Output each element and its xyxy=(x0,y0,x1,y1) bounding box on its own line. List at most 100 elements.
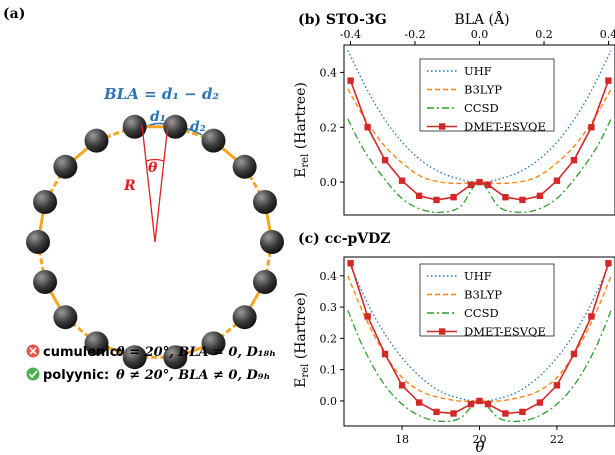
plot-area xyxy=(347,50,612,214)
y-tick-label: 0.0 xyxy=(320,176,338,189)
polyynic-icon xyxy=(26,367,40,381)
series-marker-dmet-esvqe xyxy=(588,313,595,320)
y-tick-label: 0.4 xyxy=(320,66,338,79)
series-marker-dmet-esvqe xyxy=(519,196,526,204)
ring-bond xyxy=(243,166,267,203)
panel-c-ylabel: Erel (Hartree) xyxy=(293,292,311,388)
series-marker-dmet-esvqe xyxy=(605,77,612,84)
series-marker-dmet-esvqe xyxy=(433,408,440,416)
legend-marker-dmet-esvqe xyxy=(439,328,446,335)
carbon-atom xyxy=(26,230,50,254)
ring-bond xyxy=(36,241,47,283)
legend-box xyxy=(419,263,555,337)
polyynic-tag: polyynic: xyxy=(43,368,109,383)
x-tick-label: 22 xyxy=(550,433,564,446)
carbon-atom xyxy=(84,331,109,356)
carbon-atom xyxy=(53,154,78,179)
panel-b-title: (b) STO-3G xyxy=(298,12,387,28)
radius-line-1 xyxy=(154,123,169,243)
cumulenic-tag: cumulenic: xyxy=(43,345,123,360)
series-marker-dmet-esvqe xyxy=(398,177,406,184)
carbon-atom xyxy=(84,128,109,153)
panel-c-ccpvdz: (c) cc-pVDZ 0.0 0.1 0.2 0.3 0.4 18 20 22 UHF B3… xyxy=(293,231,615,455)
cumulenic-condition: θ = 20°, BLA = 0, D₁₈ₕ xyxy=(116,345,276,360)
d1-label: d₁ xyxy=(150,109,166,125)
top-tick-label: 0.4 xyxy=(600,28,615,41)
legend-label-uhf: UHF xyxy=(464,64,492,78)
carbon-atom xyxy=(201,331,226,356)
carbon-atom xyxy=(53,305,78,330)
panel-b-top-ticks: -0.4 -0.2 0.0 0.2 0.4 xyxy=(340,28,615,45)
panel-c-y-ticks: 0.0 0.1 0.2 0.3 0.4 xyxy=(320,270,344,408)
theta-label: θ xyxy=(148,160,158,176)
legend-label-uhf: UHF xyxy=(464,269,492,283)
series-marker-dmet-esvqe xyxy=(588,124,595,131)
ring-bond xyxy=(174,125,215,143)
series-marker-dmet-esvqe xyxy=(364,313,371,320)
carbon-atom xyxy=(232,154,257,179)
legend-label-dmet-esvqe: DMET-ESVQE xyxy=(464,325,546,339)
legend-box xyxy=(419,58,555,132)
x-tick-label: 20 xyxy=(473,433,487,446)
carbon-atom xyxy=(122,114,147,139)
series-marker-dmet-esvqe xyxy=(450,410,457,417)
carbon-atom xyxy=(33,270,58,295)
panel-c-xlabel: θ xyxy=(475,438,484,455)
series-marker-dmet-esvqe xyxy=(519,408,526,416)
ring-atoms xyxy=(26,114,284,370)
polyynic-condition: θ ≠ 20°, BLA ≠ 0, D₉ₕ xyxy=(116,368,270,383)
series-marker-dmet-esvqe xyxy=(536,192,544,200)
legend-label-ccsd: CCSD xyxy=(464,101,499,115)
series-marker-dmet-esvqe xyxy=(502,410,509,417)
d2-label: d₂ xyxy=(190,119,206,135)
legend-marker-dmet-esvqe xyxy=(439,123,446,130)
carbon-atom xyxy=(122,345,147,370)
top-tick-label: -0.2 xyxy=(404,28,425,41)
series-marker-dmet-esvqe xyxy=(467,181,475,189)
carbon-atom xyxy=(163,114,188,139)
bla-formula: BLA = d₁ − d₂ xyxy=(103,85,219,103)
series-marker-dmet-esvqe xyxy=(484,400,492,408)
ring-bond xyxy=(212,316,246,345)
series-marker-dmet-esvqe xyxy=(536,399,544,406)
series-marker-dmet-esvqe xyxy=(476,178,483,186)
ring-bond xyxy=(64,316,98,345)
top-tick-label: 0.0 xyxy=(471,28,489,41)
carbon-atom xyxy=(232,305,257,330)
panel-b-frame xyxy=(343,44,615,216)
series-marker-dmet-esvqe xyxy=(553,382,561,389)
series-marker-dmet-esvqe xyxy=(433,196,440,204)
legend-label-b3lyp: B3LYP xyxy=(464,83,502,97)
top-tick-label: 0.2 xyxy=(535,28,553,41)
legend-label-b3lyp: B3LYP xyxy=(464,288,502,302)
ring-bond xyxy=(263,241,274,283)
panel-b-top-axis-label: BLA (Å) xyxy=(454,10,509,28)
series-marker-dmet-esvqe xyxy=(570,156,578,164)
y-tick-label: 0.0 xyxy=(320,395,338,408)
series-marker-dmet-esvqe xyxy=(347,77,354,84)
radius-line-2 xyxy=(141,124,156,243)
top-tick-label: -0.4 xyxy=(340,28,361,41)
panel-c-x-ticks: 18 20 22 xyxy=(395,426,564,446)
legend-label-dmet-esvqe: DMET-ESVQE xyxy=(464,120,546,134)
panel-b-series xyxy=(347,50,612,214)
series-marker-dmet-esvqe xyxy=(605,260,612,267)
series-marker-dmet-esvqe xyxy=(381,156,389,164)
carbon-atom xyxy=(33,189,58,214)
series-marker-dmet-esvqe xyxy=(502,193,509,201)
carbon-atom xyxy=(163,345,188,370)
panel-c-series xyxy=(347,259,612,423)
series-marker-dmet-esvqe xyxy=(450,193,457,201)
series-line-uhf xyxy=(347,259,612,402)
series-marker-dmet-esvqe xyxy=(398,382,406,389)
series-line-b3lyp xyxy=(347,88,612,185)
panel-b-ylabel: Erel (Hartree) xyxy=(293,82,311,178)
carbon-atom xyxy=(252,270,277,295)
series-marker-dmet-esvqe xyxy=(415,192,423,200)
plot-area xyxy=(347,259,612,423)
series-marker-dmet-esvqe xyxy=(467,400,475,408)
panel-c-title: (c) cc-pVDZ xyxy=(298,231,391,247)
ring-bond xyxy=(43,166,67,203)
y-tick-label: 0.3 xyxy=(320,301,338,314)
x-tick-label: 18 xyxy=(395,433,409,446)
